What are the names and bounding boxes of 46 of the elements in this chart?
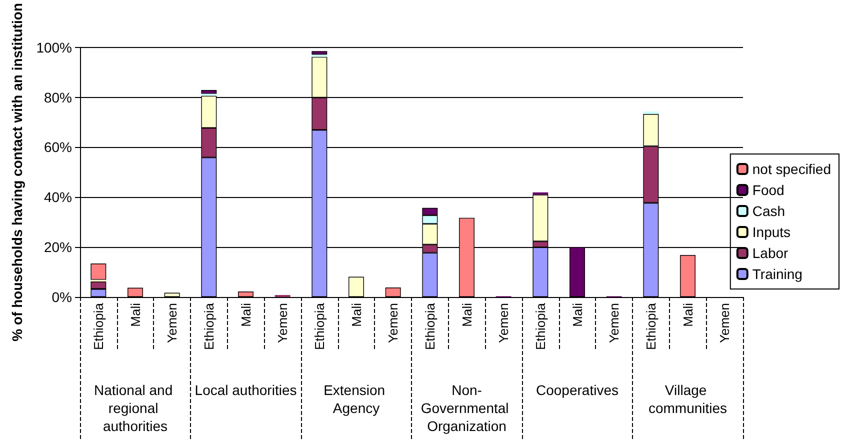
legend-label: not specified bbox=[752, 161, 832, 177]
y-tick-label: 0% bbox=[52, 289, 72, 305]
y-tick-label: 40% bbox=[44, 189, 72, 206]
x-tick-label: Yemen bbox=[275, 303, 290, 343]
text: Extension Agency bbox=[324, 382, 389, 416]
bar bbox=[164, 292, 180, 297]
text: Village communities bbox=[648, 382, 728, 416]
x-tick-label: Mali bbox=[238, 302, 254, 327]
x-tick-label: Mali bbox=[570, 302, 585, 327]
x-tick-label: Mali bbox=[348, 302, 364, 327]
legend-label: Cash bbox=[752, 203, 786, 219]
y-tick-label: 60% bbox=[44, 139, 72, 156]
legend-label: Labor bbox=[752, 245, 789, 261]
bar bbox=[680, 255, 696, 297]
text: Local authorities bbox=[194, 382, 297, 398]
y-tick-label: 100% bbox=[36, 39, 72, 56]
x-tick-label: Yemen bbox=[717, 303, 732, 343]
legend-label: Inputs bbox=[752, 224, 791, 240]
bar bbox=[128, 288, 143, 297]
x-tick-label: Ethiopia bbox=[422, 302, 438, 350]
bar bbox=[643, 111, 659, 114]
bar bbox=[312, 51, 328, 55]
bar bbox=[201, 90, 217, 94]
text: National and regional authorities bbox=[94, 382, 177, 434]
x-tick-label: Yemen bbox=[606, 303, 622, 343]
text: Non-Governmental Organization bbox=[420, 382, 513, 434]
bar bbox=[238, 292, 254, 297]
x-tick-label: Ethiopia bbox=[532, 302, 548, 350]
text: Cooperatives bbox=[536, 382, 618, 398]
x-tick-label: Mali bbox=[680, 302, 696, 327]
x-tick-label: Ethiopia bbox=[201, 302, 216, 350]
x-tick-label: Ethiopia bbox=[643, 302, 658, 350]
x-tick-label: Mali bbox=[128, 302, 143, 327]
legend-label: Training bbox=[752, 266, 802, 282]
bar bbox=[385, 288, 401, 297]
bar bbox=[348, 276, 364, 297]
y-tick-label: 20% bbox=[44, 239, 72, 256]
y-axis-title: % of households having contact with an institution bbox=[9, 2, 25, 342]
x-tick-label: Yemen bbox=[164, 303, 180, 343]
y-tick-label: 80% bbox=[44, 89, 72, 106]
legend-label: Food bbox=[752, 182, 784, 198]
x-tick-label: Mali bbox=[459, 302, 474, 327]
x-tick-label: Ethiopia bbox=[90, 302, 106, 350]
x-tick-label: Yemen bbox=[386, 303, 401, 343]
x-tick-label: Ethiopia bbox=[312, 302, 327, 350]
x-tick-label: Yemen bbox=[496, 303, 512, 343]
